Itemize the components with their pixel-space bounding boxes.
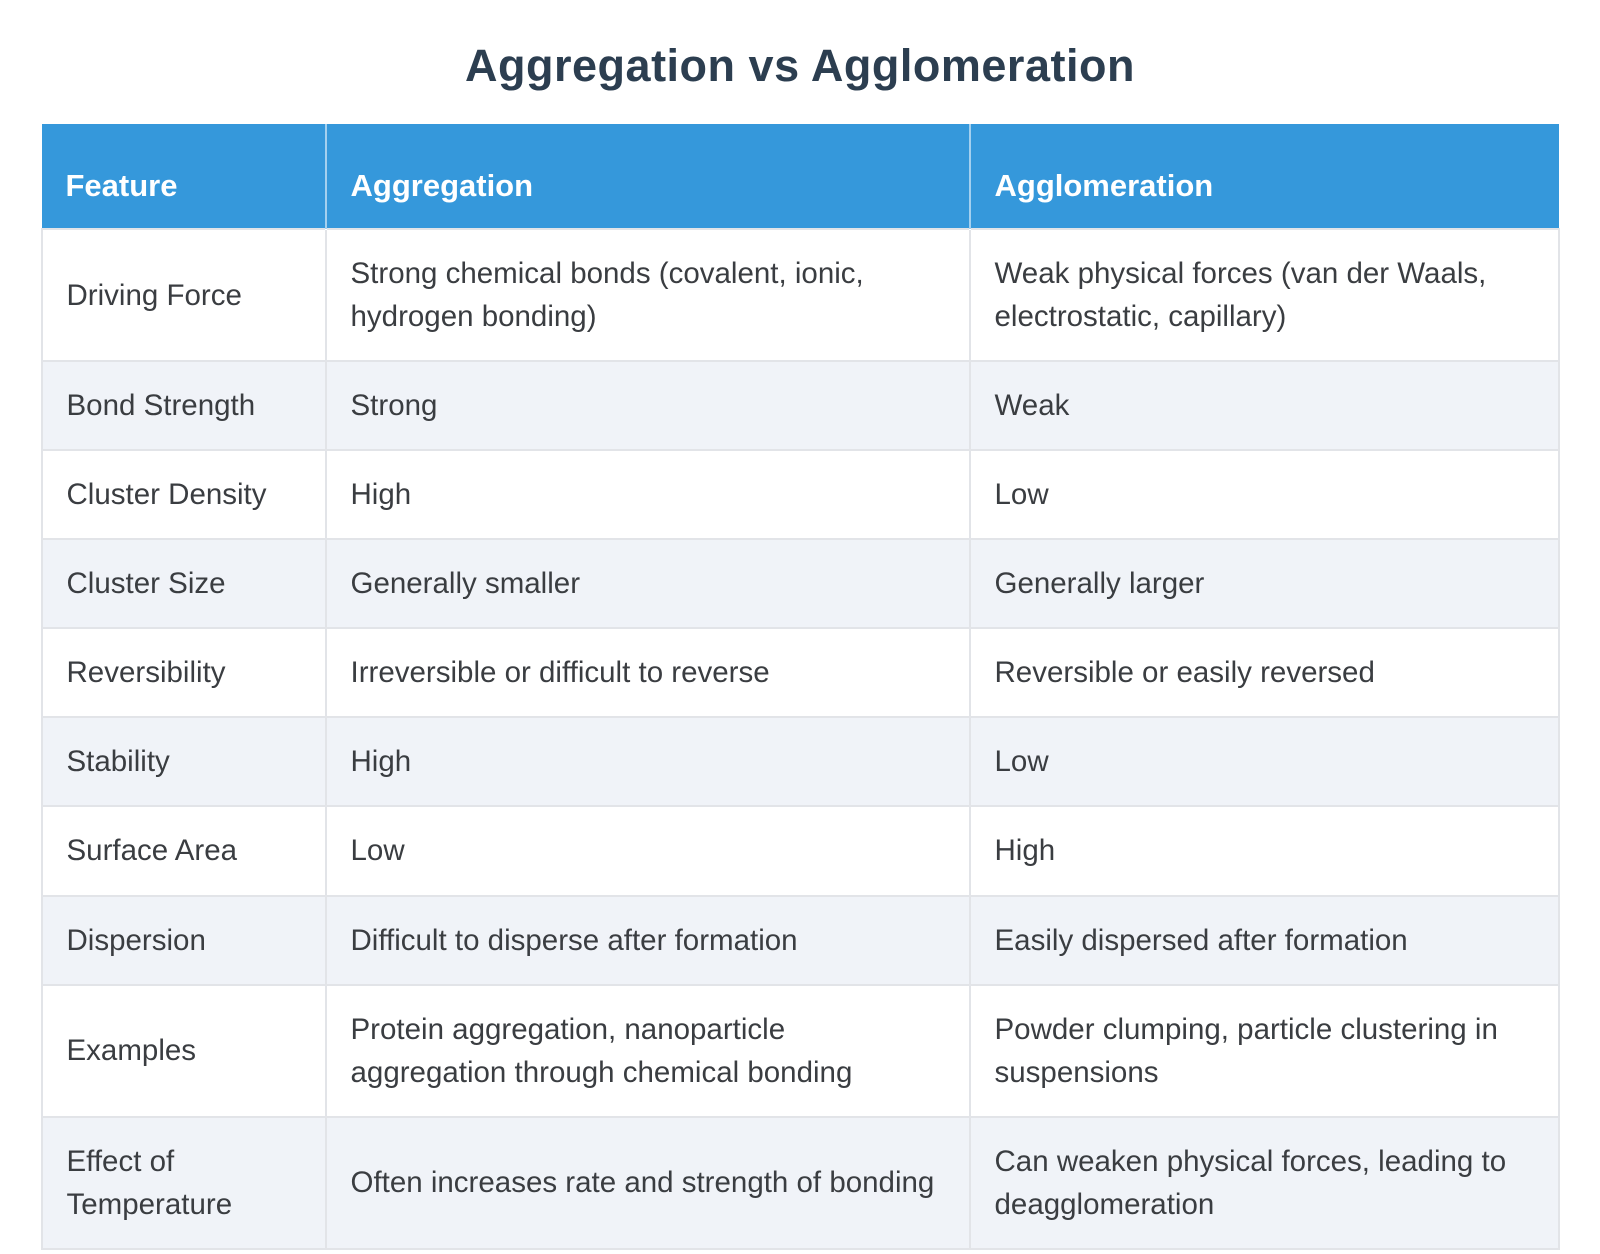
column-header-feature: Feature bbox=[41, 124, 327, 229]
agglomeration-cell: Powder clumping, particle clustering in … bbox=[968, 983, 1560, 1118]
agglomeration-cell: Can weaken physical forces, leading to d… bbox=[968, 1115, 1560, 1250]
table-row: Dispersion Difficult to disperse after fo… bbox=[40, 894, 1560, 986]
feature-cell: Stability bbox=[40, 716, 327, 808]
agglomeration-cell: Low bbox=[968, 716, 1560, 808]
table-row: Surface Area Low High bbox=[40, 805, 1560, 897]
feature-cell: Driving Force bbox=[40, 227, 327, 363]
feature-cell: Bond Strength bbox=[40, 360, 327, 452]
column-header-aggregation: Aggregation bbox=[325, 124, 971, 229]
agglomeration-cell: High bbox=[968, 805, 1560, 897]
aggregation-cell: Often increases rate and strength of bon… bbox=[324, 1115, 971, 1250]
comparison-table: Feature Aggregation Agglomeration Drivin… bbox=[40, 124, 1560, 1250]
aggregation-cell: Low bbox=[324, 805, 971, 897]
table-row: Cluster Density High Low bbox=[40, 449, 1560, 541]
table-row: Examples Protein aggregation, nanoparticl… bbox=[40, 983, 1560, 1118]
aggregation-cell: Irreversible or difficult to reverse bbox=[324, 627, 971, 719]
column-header-agglomeration: Agglomeration bbox=[969, 124, 1559, 229]
feature-cell: Dispersion bbox=[40, 894, 327, 986]
agglomeration-cell: Reversible or easily reversed bbox=[968, 627, 1560, 719]
feature-cell: Cluster Size bbox=[40, 538, 327, 630]
aggregation-cell: Strong chemical bonds (covalent, ionic, … bbox=[324, 227, 971, 363]
agglomeration-cell: Weak bbox=[968, 360, 1560, 452]
table-row: Cluster Size Generally smaller Generally l… bbox=[40, 538, 1560, 630]
aggregation-cell: High bbox=[324, 449, 971, 541]
aggregation-cell: Difficult to disperse after formation bbox=[324, 894, 971, 986]
agglomeration-cell: Generally larger bbox=[968, 538, 1560, 630]
feature-cell: Surface Area bbox=[40, 805, 327, 897]
table-row: Stability High Low bbox=[40, 716, 1560, 808]
aggregation-cell: Protein aggregation, nanoparticle aggreg… bbox=[324, 983, 971, 1118]
table-body: Driving Force Strong chemical bonds (cova… bbox=[40, 227, 1560, 1250]
table-row: Driving Force Strong chemical bonds (cova… bbox=[40, 227, 1560, 363]
agglomeration-cell: Weak physical forces (van der Waals, ele… bbox=[968, 227, 1560, 363]
feature-cell: Reversibility bbox=[40, 627, 327, 719]
aggregation-cell: High bbox=[324, 716, 971, 808]
feature-cell: Cluster Density bbox=[40, 449, 327, 541]
aggregation-cell: Strong bbox=[324, 360, 971, 452]
table-row: Reversibility Irreversible or difficult t… bbox=[40, 627, 1560, 719]
header-row: Feature Aggregation Agglomeration bbox=[41, 124, 1559, 229]
agglomeration-cell: Low bbox=[968, 449, 1560, 541]
table-row: Effect of Temperature Often increases rat… bbox=[40, 1115, 1560, 1250]
table-row: Bond Strength Strong Weak bbox=[40, 360, 1560, 452]
feature-cell: Examples bbox=[40, 983, 327, 1118]
agglomeration-cell: Easily dispersed after formation bbox=[968, 894, 1560, 986]
aggregation-cell: Generally smaller bbox=[324, 538, 971, 630]
feature-cell: Effect of Temperature bbox=[40, 1115, 327, 1250]
page-title: Aggregation vs Agglomeration bbox=[465, 40, 1135, 91]
